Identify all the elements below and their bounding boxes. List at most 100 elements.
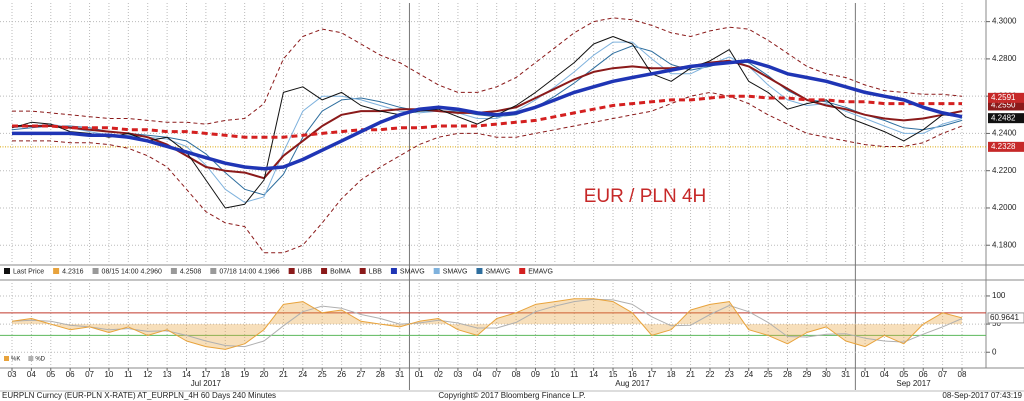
value-label-box — [987, 312, 1024, 324]
x-tick-label: 07 — [938, 370, 947, 379]
month-label: Sep 2017 — [896, 379, 931, 388]
x-tick-label: 05 — [46, 370, 55, 379]
legend-label: BolMA — [330, 268, 351, 275]
x-tick-label: 08 — [512, 370, 521, 379]
series-line — [12, 59, 963, 171]
x-tick-label: 11 — [124, 370, 133, 379]
x-tick-label: 26 — [337, 370, 346, 379]
series-line — [12, 94, 962, 139]
x-tick-label: 10 — [550, 370, 559, 379]
x-tick-label: 25 — [318, 370, 327, 379]
x-tick-label: 29 — [802, 370, 811, 379]
x-tick-label: 07 — [492, 370, 501, 379]
x-tick-label: 28 — [783, 370, 792, 379]
x-tick-label: 19 — [240, 370, 249, 379]
legend-swatch — [288, 268, 295, 274]
price-label-box — [988, 141, 1024, 152]
footer-text: Copyright© 2017 Bloomberg Finance L.P. — [438, 391, 585, 400]
y-tick-label: 4.2800 — [992, 54, 1017, 63]
x-tick-label: 24 — [298, 370, 307, 379]
x-tick-label: 24 — [744, 370, 753, 379]
x-tick-label: 17 — [647, 370, 656, 379]
legend-swatch — [321, 268, 328, 274]
x-tick-label: 18 — [221, 370, 230, 379]
y-tick-label: 4.2200 — [992, 166, 1017, 175]
legend-label: EMAVG — [528, 268, 553, 275]
legend-label: SMAVG — [443, 268, 468, 275]
legend-swatch — [476, 268, 483, 274]
legend-swatch — [210, 268, 217, 274]
legend-swatch — [92, 268, 99, 274]
legend-swatch — [170, 268, 177, 274]
x-tick-label: 14 — [182, 370, 191, 379]
x-tick-label: 07 — [85, 370, 94, 379]
price-label-box — [988, 113, 1024, 124]
legend-swatch — [28, 356, 34, 361]
x-tick-label: 04 — [880, 370, 889, 379]
x-tick-label: 06 — [919, 370, 928, 379]
x-tick-label: 03 — [453, 370, 462, 379]
legend-swatch — [4, 268, 10, 274]
legend-label: %D — [35, 357, 45, 363]
legend-swatch — [433, 268, 440, 274]
x-tick-label: 30 — [822, 370, 831, 379]
x-tick-label: 21 — [279, 370, 288, 379]
x-tick-label: 23 — [725, 370, 734, 379]
x-tick-label: 12 — [143, 370, 152, 379]
y-tick-label: 4.2400 — [992, 129, 1017, 138]
legend-note: 07/18 14:00 4.1966 — [219, 268, 279, 275]
x-tick-label: 31 — [841, 370, 850, 379]
x-tick-label: 10 — [104, 370, 113, 379]
footer-text: 08-Sep-2017 07:43:19 — [942, 391, 1022, 400]
series-line — [11, 298, 963, 350]
month-label: Aug 2017 — [615, 379, 650, 388]
legend-label: Last Price — [13, 268, 44, 275]
price-label: 4.2482 — [991, 113, 1016, 122]
x-tick-label: 15 — [609, 370, 618, 379]
legend-note: 4.2508 — [180, 268, 202, 275]
x-tick-label: 08 — [958, 370, 967, 379]
y-tick-label: 0 — [992, 347, 997, 356]
x-tick-label: 14 — [589, 370, 598, 379]
x-tick-label: 04 — [27, 370, 36, 379]
series-area — [12, 298, 962, 350]
x-tick-label: 02 — [434, 370, 443, 379]
y-tick-label: 4.2000 — [992, 203, 1017, 212]
price-label-box — [988, 92, 1024, 103]
x-tick-label: 22 — [706, 370, 715, 379]
x-tick-label: 05 — [899, 370, 908, 379]
series-line — [11, 36, 963, 209]
price-label-box — [988, 100, 1024, 111]
x-tick-label: 01 — [861, 370, 870, 379]
legend-swatch — [390, 268, 397, 274]
footer-text: EURPLN Curncy (EUR-PLN X-RATE) AT_EURPLN… — [2, 391, 276, 400]
legend-swatch — [53, 268, 60, 274]
price-label: 4.2591 — [991, 93, 1016, 102]
x-tick-label: 01 — [415, 370, 424, 379]
legend-swatch — [4, 356, 9, 361]
x-tick-label: 31 — [395, 370, 404, 379]
y-tick-label: 4.3000 — [992, 17, 1017, 26]
legend-label: UBB — [298, 268, 313, 275]
x-tick-label: 28 — [376, 370, 385, 379]
y-tick-label: 100 — [992, 291, 1006, 300]
legend-label: LBB — [369, 268, 383, 275]
legend-label: SMAVG — [400, 268, 425, 275]
legend-note: 08/15 14:00 4.2960 — [102, 268, 162, 275]
x-tick-label: 11 — [570, 370, 579, 379]
x-tick-label: 18 — [667, 370, 676, 379]
legend-note: 4.2316 — [62, 268, 84, 275]
legend-label: %K — [11, 357, 20, 363]
x-tick-label: 09 — [531, 370, 540, 379]
series-line — [12, 91, 963, 254]
x-tick-label: 16 — [628, 370, 637, 379]
legend-swatch — [519, 268, 526, 274]
y-tick-label: 4.1800 — [992, 240, 1017, 249]
x-tick-label: 25 — [764, 370, 773, 379]
legend-label: SMAVG — [485, 268, 510, 275]
x-tick-label: 21 — [686, 370, 695, 379]
annotation: EUR / PLN 4H — [584, 186, 706, 207]
